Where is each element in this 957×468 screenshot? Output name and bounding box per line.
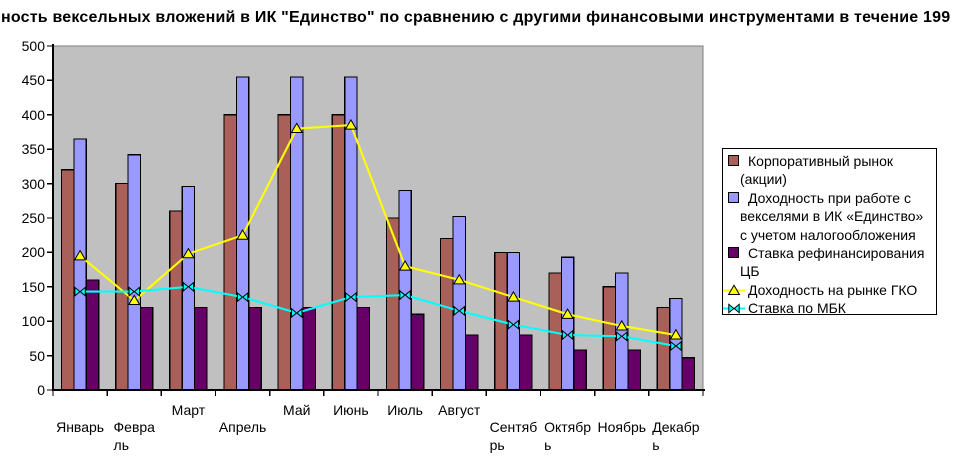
x-axis-label-Ноябрь: Ноябрь [597, 419, 647, 435]
bar-series1-Май [277, 114, 292, 391]
y-axis-label-450: 450 [21, 72, 45, 89]
legend-label: Корпоративный рынок (акции) [740, 153, 894, 188]
legend-swatch-line-triangle [723, 284, 745, 295]
line-triangle [79, 124, 677, 337]
bar-series2-Январь [73, 138, 87, 391]
bowtie-marker [345, 291, 357, 303]
legend-item-5: Ставка по МБК [723, 299, 936, 317]
bar-series3-Март [194, 306, 208, 391]
triangle-marker [236, 229, 249, 240]
bar-series3-Август [464, 334, 479, 391]
legend-swatch-square [728, 191, 739, 203]
bar-series3-Май [302, 306, 316, 391]
bar-series3-Сентябрь [519, 334, 533, 391]
bowtie-marker [182, 281, 195, 293]
triangle-marker [507, 290, 520, 302]
y-axis-label-500: 500 [21, 38, 45, 54]
x-axis-label-Май: Май [283, 402, 311, 418]
line-bowtie [80, 285, 677, 348]
triangle-marker [615, 319, 629, 331]
bar-series1-Ноябрь [602, 286, 617, 391]
legend-item-2: Доходность при работе с векселями в ИК «… [723, 189, 936, 244]
bar-series1-Апрель [223, 114, 237, 391]
bowtie-marker [291, 307, 303, 319]
y-axis-label-200: 200 [21, 244, 45, 261]
x-axis-label-Сентябрь: Сентяб рь [489, 419, 538, 453]
triangle-marker [398, 259, 412, 271]
chart-title: ность вексельных вложений в ИК "Единство… [1, 9, 951, 26]
x-axis-label-Декабрь: Декабр ь [652, 419, 700, 453]
bar-series2-Ноябрь [614, 272, 629, 391]
triangle-marker [561, 308, 574, 319]
bar-series3-Ноябрь [627, 349, 641, 391]
triangle-marker [73, 249, 87, 261]
bar-series2-Июль [398, 189, 412, 391]
legend-swatch-square [728, 155, 739, 166]
x-axis-label-Апрель: Апрель [218, 419, 267, 435]
x-axis-label-Июль: Июль [387, 402, 423, 418]
triangle-marker [290, 122, 304, 134]
bar-series1-Август [440, 238, 454, 391]
triangle-marker [182, 247, 195, 259]
legend-label: Ставка рефинансирования ЦБ [740, 245, 925, 280]
y-axis-label-350: 350 [21, 141, 45, 158]
bar-series3-Февраль [139, 306, 154, 391]
bar-series3-Январь [85, 279, 100, 391]
bar-series3-Октябрь [573, 349, 587, 391]
y-axis-label-150: 150 [21, 278, 45, 295]
triangle-marker [344, 118, 358, 130]
legend-label: Доходность на рынке ГКО [748, 281, 918, 298]
y-axis-label-0: 0 [37, 382, 45, 398]
plot-area [52, 45, 704, 391]
bowtie-marker [616, 331, 628, 342]
legend-item-3: Ставка рефинансирования ЦБ [723, 244, 936, 281]
legend-label: Доходность при работе с векселями в ИК «… [740, 189, 924, 243]
legend-swatch-line-bowtie [723, 303, 745, 315]
bowtie-marker [399, 289, 411, 301]
bar-series2-Февраль [127, 154, 142, 391]
x-axis-label-Август: Август [438, 402, 481, 418]
x-axis-label-Октябрь: Октябр ь [544, 419, 592, 453]
x-axis-label-Февраль: Февра ль [113, 419, 155, 453]
x-axis-label-Январь: Январь [56, 419, 105, 435]
bowtie-marker [128, 286, 140, 297]
bar-series1-Июнь [331, 114, 346, 391]
legend-swatch-square [728, 247, 739, 259]
bowtie-marker [453, 305, 465, 317]
bowtie-marker [507, 319, 520, 330]
x-axis-label-Март: Март [171, 402, 206, 418]
y-axis-label-50: 50 [29, 347, 45, 364]
bar-series1-Январь [60, 169, 75, 391]
bowtie-marker [236, 291, 249, 303]
bowtie-marker [670, 340, 682, 352]
bowtie-marker [74, 286, 86, 297]
bar-series3-Апрель [248, 306, 262, 391]
bowtie-marker [561, 329, 574, 341]
y-axis-label-100: 100 [21, 313, 45, 330]
y-axis-label-250: 250 [21, 210, 45, 226]
legend-item-4: Доходность на рынке ГКО [723, 281, 936, 299]
legend-item-1: Корпоративный рынок (акции) [723, 152, 936, 189]
bar-series1-Декабрь [656, 306, 671, 391]
triangle-marker [127, 294, 141, 306]
y-axis-label-400: 400 [21, 106, 45, 123]
bar-series3-Июль [410, 313, 425, 391]
y-axis-label-300: 300 [21, 175, 45, 192]
legend: Корпоративный рынок (акции) Доходность пр… [722, 148, 937, 317]
triangle-marker [452, 273, 466, 285]
bar-series3-Декабрь [681, 357, 696, 391]
bar-series3-Июнь [356, 306, 371, 391]
triangle-marker [669, 328, 683, 340]
bar-series2-Октябрь [560, 256, 575, 391]
legend-label: Ставка по МБК [748, 300, 846, 317]
x-axis-label-Июнь: Июнь [333, 402, 369, 418]
bar-series2-Август [452, 216, 467, 391]
bar-series1-Март [169, 210, 183, 391]
